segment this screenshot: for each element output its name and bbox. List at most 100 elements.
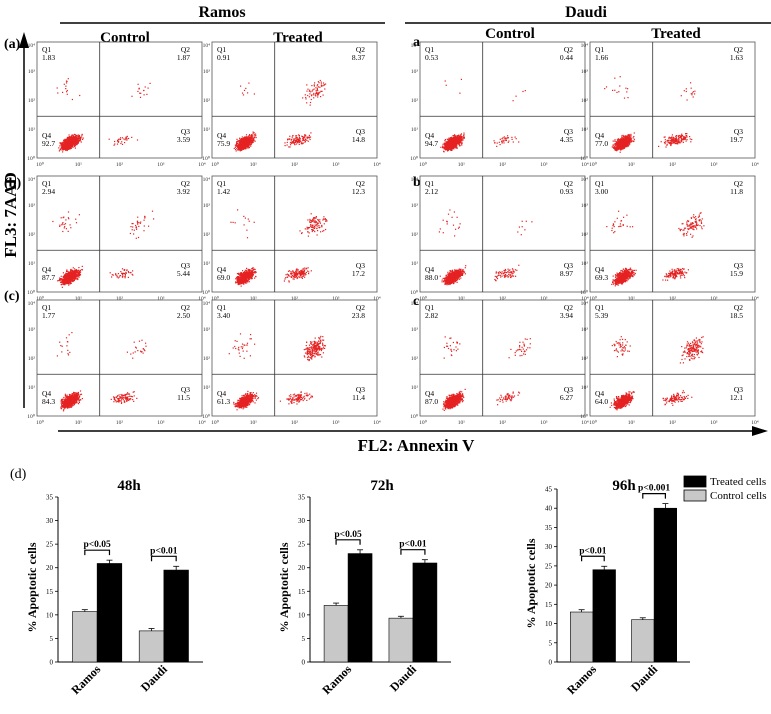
quadrant-value: 87.7 [42, 273, 55, 282]
flow-dot [143, 230, 144, 231]
flow-dot [136, 227, 137, 228]
flow-dot [117, 276, 118, 277]
flow-dot [81, 141, 82, 142]
y-tick-label: 10¹ [203, 127, 211, 133]
y-tick-label: 10⁴ [28, 43, 36, 49]
flow-dot [254, 93, 255, 94]
flow-dot [67, 145, 68, 146]
flow-dot [451, 147, 452, 148]
flow-dot [305, 94, 306, 95]
flow-dot [140, 223, 141, 224]
flow-dot [82, 139, 83, 140]
flow-dot [301, 143, 302, 144]
flow-dot [118, 273, 119, 274]
flow-dot [516, 96, 517, 97]
flow-dot [60, 143, 61, 144]
flow-dot [63, 217, 64, 218]
flow-dot [312, 91, 313, 92]
flow-dot [321, 86, 322, 87]
flow-dot [673, 140, 674, 141]
flow-dot [64, 145, 65, 146]
flow-dot [79, 273, 80, 274]
flow-dot [626, 91, 627, 92]
flow-dot [284, 142, 285, 143]
flow-dot [75, 137, 76, 138]
flow-dot [140, 222, 141, 223]
flow-dot [671, 140, 672, 141]
flow-dot [62, 284, 63, 285]
flow-dot [324, 88, 325, 89]
flow-dot [80, 270, 81, 271]
flow-dot [440, 147, 441, 148]
y-tick-label: 10⁰ [202, 155, 211, 162]
flow-dot [314, 89, 315, 90]
y-tick-label: 10⁰ [27, 155, 36, 162]
flow-dot [67, 90, 68, 91]
flow-dot [682, 135, 683, 136]
flow-dot [77, 270, 78, 271]
x-tick-label: 10¹ [458, 162, 466, 168]
flow-dot [627, 144, 628, 145]
flow-dot [122, 277, 123, 278]
flow-dot [117, 144, 118, 145]
flow-panel: Q11.66Q21.63Q319.7Q477.010⁰10⁰10¹10¹10²1… [580, 42, 759, 168]
flow-dot [72, 144, 73, 145]
flow-dot [78, 142, 79, 143]
flow-dot [246, 146, 247, 147]
flow-dot [665, 136, 666, 137]
flow-dot [617, 146, 618, 147]
flow-dot [622, 139, 623, 140]
quadrant-value: 5.44 [177, 269, 190, 278]
flow-dot [68, 145, 69, 146]
flow-dot [444, 140, 445, 141]
quadrant-value: 1.63 [730, 53, 743, 62]
flow-dot [454, 146, 455, 147]
flow-dot [76, 143, 77, 144]
flow-dot [67, 147, 68, 148]
flow-dot [236, 141, 237, 142]
flow-dot [62, 222, 63, 223]
flow-dot [295, 140, 296, 141]
flow-dot [65, 223, 66, 224]
flow-dot [242, 270, 243, 271]
flow-dot [690, 138, 691, 139]
flow-dot [126, 270, 127, 271]
flow-dot [112, 274, 113, 275]
quadrant-value: 75.9 [217, 139, 230, 148]
flow-dot [323, 95, 324, 96]
flow-dot [144, 94, 145, 95]
flow-dot [458, 137, 459, 138]
flow-dot [623, 139, 624, 140]
flow-dot [245, 143, 246, 144]
flow-dot [241, 286, 242, 287]
flow-dot [245, 142, 246, 143]
flow-dot [132, 223, 133, 224]
flow-dot [74, 279, 75, 280]
flow-dot [310, 137, 311, 138]
flow-dot [59, 225, 60, 226]
flow-dot [288, 139, 289, 140]
flow-dot [153, 218, 154, 219]
flow-dot [621, 146, 622, 147]
flow-dot [613, 141, 614, 142]
flow-dot [239, 147, 240, 148]
flow-dot [114, 145, 115, 146]
flow-dot [119, 276, 120, 277]
flow-dot [316, 93, 317, 94]
flow-dot [512, 139, 513, 140]
flow-dot [69, 272, 70, 273]
row-label-left-c: (c) [4, 289, 20, 304]
flow-dot [308, 141, 309, 142]
flow-dot [444, 146, 445, 147]
flow-dot [690, 141, 691, 142]
flow-dot [686, 136, 687, 137]
flow-dot [314, 84, 315, 85]
flow-dot [66, 81, 67, 82]
flow-dot [459, 145, 460, 146]
flow-dot [74, 268, 75, 269]
flow-dot [58, 147, 59, 148]
flow-dot [292, 137, 293, 138]
flow-dot [235, 147, 236, 148]
flow-dot [315, 95, 316, 96]
flow-dot [77, 279, 78, 280]
